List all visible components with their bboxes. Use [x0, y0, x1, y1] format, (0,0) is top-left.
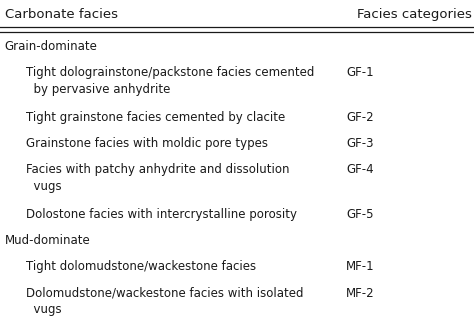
Text: MF-2: MF-2	[346, 287, 374, 299]
Text: Mud-dominate: Mud-dominate	[5, 234, 91, 247]
Text: Dolostone facies with intercrystalline porosity: Dolostone facies with intercrystalline p…	[26, 208, 297, 221]
Text: Facies with patchy anhydrite and dissolution
  vugs: Facies with patchy anhydrite and dissolu…	[26, 163, 290, 193]
Text: MF-1: MF-1	[346, 260, 374, 273]
Text: GF-5: GF-5	[346, 208, 374, 221]
Text: GF-3: GF-3	[346, 137, 374, 150]
Text: Tight dolograinstone/packstone facies cemented
  by pervasive anhydrite: Tight dolograinstone/packstone facies ce…	[26, 66, 314, 96]
Text: GF-4: GF-4	[346, 163, 374, 176]
Text: Tight dolomudstone/wackestone facies: Tight dolomudstone/wackestone facies	[26, 260, 256, 273]
Text: Dolomudstone/wackestone facies with isolated
  vugs: Dolomudstone/wackestone facies with isol…	[26, 287, 303, 316]
Text: Tight grainstone facies cemented by clacite: Tight grainstone facies cemented by clac…	[26, 111, 285, 124]
Text: GF-2: GF-2	[346, 111, 374, 124]
Text: Carbonate facies: Carbonate facies	[5, 8, 118, 21]
Text: Grainstone facies with moldic pore types: Grainstone facies with moldic pore types	[26, 137, 268, 150]
Text: Facies categories: Facies categories	[357, 8, 472, 21]
Text: Grain-dominate: Grain-dominate	[5, 40, 98, 53]
Text: GF-1: GF-1	[346, 66, 374, 79]
